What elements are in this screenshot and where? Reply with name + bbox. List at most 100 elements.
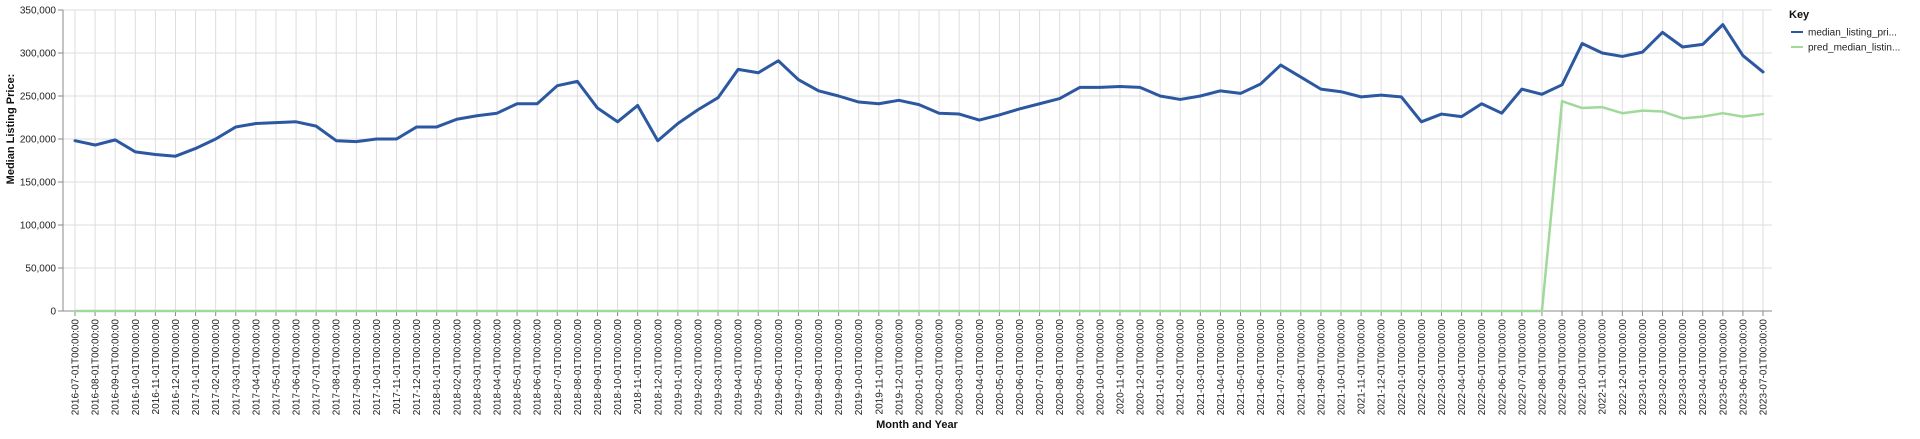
x-tick-label: 2021-03-01T00:00:00 (1196, 319, 1207, 416)
x-tick-label: 2017-04-01T00:00:00 (251, 319, 262, 416)
x-tick-label: 2023-07-01T00:00:00 (1759, 319, 1770, 416)
x-tick-label: 2017-02-01T00:00:00 (211, 319, 222, 416)
x-tick-label: 2022-06-01T00:00:00 (1497, 319, 1508, 416)
x-tick-label: 2018-01-01T00:00:00 (432, 319, 443, 416)
x-tick-label: 2019-11-01T00:00:00 (874, 319, 885, 415)
legend-title: Key (1789, 9, 1810, 21)
x-tick-label: 2019-09-01T00:00:00 (834, 319, 845, 416)
x-tick-label: 2018-04-01T00:00:00 (493, 319, 504, 416)
y-tick-label: 100,000 (20, 221, 57, 232)
x-axis: 2016-07-01T00:00:00 2016-08-01T00:00:00 20… (63, 310, 1772, 416)
x-tick-label: 2018-11-01T00:00:00 (633, 319, 644, 415)
x-tick-label: 2019-07-01T00:00:00 (794, 319, 805, 416)
x-tick-label: 2023-03-01T00:00:00 (1678, 319, 1689, 416)
x-tick-label: 2018-08-01T00:00:00 (573, 319, 584, 416)
x-tick-label: 2021-01-01T00:00:00 (1156, 319, 1167, 416)
x-tick-label: 2019-08-01T00:00:00 (814, 319, 825, 416)
x-tick-label: 2018-07-01T00:00:00 (553, 319, 564, 416)
x-tick-label: 2018-09-01T00:00:00 (593, 319, 604, 416)
x-tick-label: 2023-06-01T00:00:00 (1738, 319, 1749, 416)
x-tick-label: 2021-02-01T00:00:00 (1176, 319, 1187, 416)
x-tick-label: 2017-11-01T00:00:00 (392, 319, 403, 415)
x-tick-label: 2016-11-01T00:00:00 (151, 319, 162, 415)
x-tick-label: 2022-02-01T00:00:00 (1417, 319, 1428, 416)
x-tick-label: 2017-05-01T00:00:00 (271, 319, 282, 416)
x-tick-label: 2021-04-01T00:00:00 (1216, 319, 1227, 416)
series-line-1 (73, 23, 1765, 158)
x-tick-label: 2019-03-01T00:00:00 (714, 319, 725, 416)
y-tick-label: 200,000 (20, 135, 57, 146)
x-tick-label: 2017-09-01T00:00:00 (352, 319, 363, 416)
x-tick-label: 2019-06-01T00:00:00 (774, 319, 785, 416)
x-tick-label: 2018-02-01T00:00:00 (452, 319, 463, 416)
x-tick-label: 2016-07-01T00:00:00 (71, 319, 82, 416)
x-tick-label: 2021-08-01T00:00:00 (1296, 319, 1307, 416)
x-tick-label: 2018-03-01T00:00:00 (472, 319, 483, 416)
legend: Key median_listing_pri... pred_median_lis… (1789, 9, 1900, 54)
x-tick-label: 2017-08-01T00:00:00 (332, 319, 343, 416)
x-tick-label: 2020-01-01T00:00:00 (915, 319, 926, 416)
x-tick-label: 2020-03-01T00:00:00 (955, 319, 966, 416)
x-tick-label: 2016-12-01T00:00:00 (171, 319, 182, 416)
x-tick-label: 2022-11-01T00:00:00 (1598, 319, 1609, 415)
y-axis: 0 50,000 100,000 150,000 200,000 250,000 300,0… (20, 6, 64, 318)
x-tick-label: 2022-08-01T00:00:00 (1537, 319, 1548, 416)
x-tick-label: 2018-10-01T00:00:00 (613, 319, 624, 416)
x-tick-label: 2022-10-01T00:00:00 (1578, 319, 1589, 416)
x-tick-label: 2019-05-01T00:00:00 (754, 319, 765, 416)
x-tick-label: 2020-06-01T00:00:00 (1015, 319, 1026, 416)
x-tick-label: 2022-03-01T00:00:00 (1437, 319, 1448, 416)
y-tick-label: 350,000 (20, 6, 57, 17)
x-tick-label: 2022-04-01T00:00:00 (1457, 319, 1468, 416)
x-tick-label: 2020-02-01T00:00:00 (935, 319, 946, 416)
x-tick-label: 2021-07-01T00:00:00 (1276, 319, 1287, 416)
x-tick-label: 2018-12-01T00:00:00 (653, 319, 664, 416)
legend-label: median_listing_pri... (1808, 28, 1897, 39)
x-tick-label: 2018-05-01T00:00:00 (513, 319, 524, 416)
x-tick-label: 2019-12-01T00:00:00 (894, 319, 905, 416)
x-tick-label: 2021-11-01T00:00:00 (1357, 319, 1368, 415)
y-tick-label: 50,000 (25, 264, 56, 275)
x-tick-label: 2022-12-01T00:00:00 (1618, 319, 1629, 416)
x-tick-label: 2020-12-01T00:00:00 (1136, 319, 1147, 416)
x-tick-label: 2021-09-01T00:00:00 (1316, 319, 1327, 416)
x-axis-title: Month and Year (876, 419, 958, 431)
x-tick-label: 2022-01-01T00:00:00 (1397, 319, 1408, 416)
x-tick-label: 2017-03-01T00:00:00 (231, 319, 242, 416)
x-tick-label: 2023-02-01T00:00:00 (1658, 319, 1669, 416)
x-tick-label: 2021-12-01T00:00:00 (1377, 319, 1388, 416)
x-tick-label: 2022-05-01T00:00:00 (1477, 319, 1488, 416)
x-tick-label: 2016-08-01T00:00:00 (91, 319, 102, 416)
x-tick-label: 2019-01-01T00:00:00 (673, 319, 684, 416)
x-tick-label: 2019-10-01T00:00:00 (854, 319, 865, 416)
x-tick-label: 2020-10-01T00:00:00 (1095, 319, 1106, 416)
x-tick-label: 2023-01-01T00:00:00 (1638, 319, 1649, 416)
x-tick-label: 2016-10-01T00:00:00 (131, 319, 142, 416)
series-line-2 (73, 99, 1765, 313)
y-tick-label: 300,000 (20, 49, 57, 60)
x-tick-label: 2017-07-01T00:00:00 (312, 319, 323, 416)
y-axis-title: Median Listing Price: (5, 74, 17, 185)
x-tick-label: 2017-06-01T00:00:00 (292, 319, 303, 416)
y-tick-label: 150,000 (20, 178, 57, 189)
x-tick-label: 2020-09-01T00:00:00 (1075, 319, 1086, 416)
x-tick-label: 2020-07-01T00:00:00 (1035, 319, 1046, 416)
x-tick-label: 2020-08-01T00:00:00 (1055, 319, 1066, 416)
series-lines (73, 23, 1765, 313)
x-tick-label: 2019-04-01T00:00:00 (734, 319, 745, 416)
x-tick-label: 2017-12-01T00:00:00 (412, 319, 423, 416)
x-tick-label: 2019-02-01T00:00:00 (693, 319, 704, 416)
x-tick-label: 2021-10-01T00:00:00 (1337, 319, 1348, 416)
x-tick-label: 2018-06-01T00:00:00 (533, 319, 544, 416)
y-tick-label: 250,000 (20, 92, 57, 103)
x-tick-label: 2020-04-01T00:00:00 (975, 319, 986, 416)
gridlines (63, 9, 1772, 312)
x-tick-label: 2017-10-01T00:00:00 (372, 319, 383, 416)
x-tick-label: 2020-11-01T00:00:00 (1115, 319, 1126, 415)
x-tick-label: 2016-09-01T00:00:00 (111, 319, 122, 416)
x-tick-label: 2021-06-01T00:00:00 (1256, 319, 1267, 416)
x-tick-label: 2022-09-01T00:00:00 (1558, 319, 1569, 416)
x-tick-label: 2021-05-01T00:00:00 (1236, 319, 1247, 416)
legend-items: median_listing_pri... pred_median_listin.… (1791, 28, 1900, 54)
